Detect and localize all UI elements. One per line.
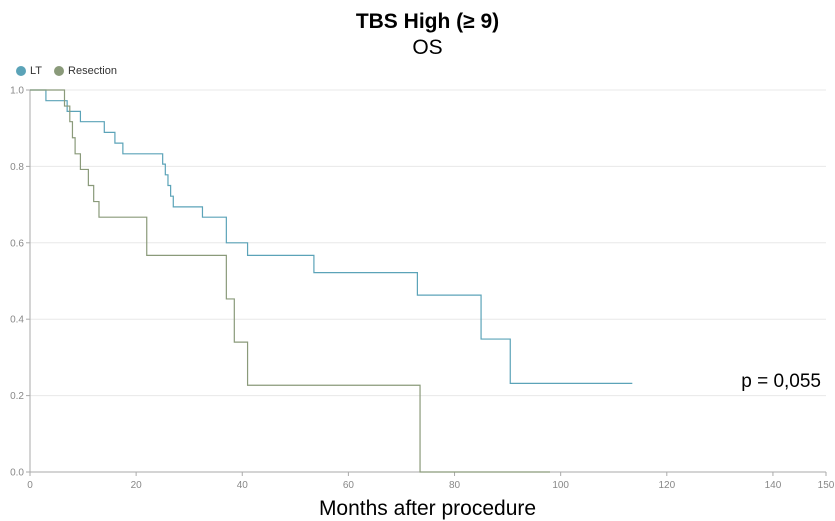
x-tick-label: 100: [552, 480, 569, 491]
x-tick-label: 20: [131, 480, 143, 491]
legend-label-resection: Resection: [68, 65, 117, 77]
km-plot: 0.0 0.2 0.4 0.6 0.8 1.0 0 20 40 60 80 100 120 140 150: [10, 86, 835, 492]
legend-marker-resection: [54, 66, 65, 76]
y-tick-label: 1.0: [10, 86, 24, 97]
legend-item-lt[interactable]: LT: [16, 65, 42, 77]
y-tick-label: 0.6: [10, 238, 24, 249]
x-tick-label: 140: [765, 480, 782, 491]
x-axis-label: Months after procedure: [318, 497, 537, 520]
chart-subtitle: OS: [412, 36, 443, 59]
chart-title: TBS High (≥ 9): [355, 10, 500, 33]
y-tick-label: 0.4: [10, 315, 24, 326]
y-tick-label: 0.8: [10, 162, 24, 173]
x-tick-label: 80: [449, 480, 461, 491]
legend: LT Resection: [16, 65, 117, 77]
series-line-lt: [30, 89, 633, 384]
legend-label-lt: LT: [30, 65, 43, 77]
legend-marker-lt: [16, 66, 26, 76]
x-tick-label: 0: [27, 480, 33, 491]
y-tick-label: 0.2: [10, 391, 24, 402]
x-tick-label: 40: [237, 480, 249, 491]
p-value-annotation: p = 0,055: [741, 371, 821, 392]
y-tick-label: 0.0: [10, 468, 24, 479]
legend-item-resection[interactable]: Resection: [54, 65, 117, 77]
series-line-resection: [30, 89, 551, 473]
x-tick-label: 150: [818, 480, 835, 491]
x-tick-label: 60: [343, 480, 355, 491]
x-tick-label: 120: [658, 480, 675, 491]
